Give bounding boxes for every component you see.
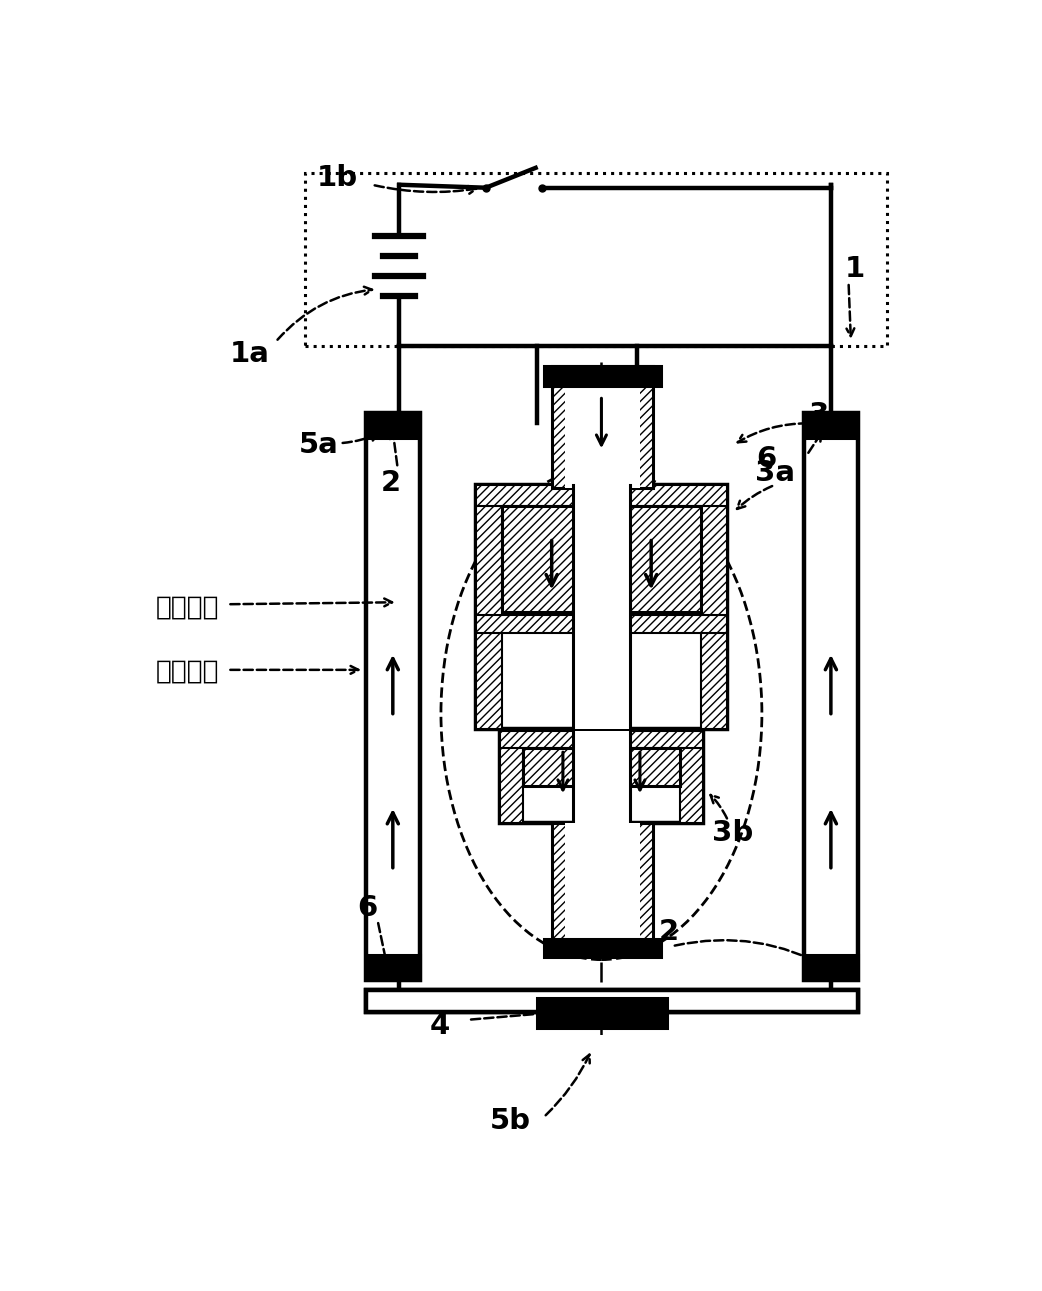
Bar bbox=[803, 413, 859, 438]
Bar bbox=[500, 732, 702, 822]
Bar bbox=[476, 616, 726, 633]
Text: 4: 4 bbox=[429, 1012, 449, 1039]
Bar bbox=[523, 749, 680, 786]
Bar bbox=[544, 940, 661, 957]
Bar bbox=[476, 485, 726, 506]
Bar bbox=[565, 822, 640, 955]
Text: 6: 6 bbox=[756, 445, 777, 473]
Bar bbox=[813, 413, 848, 980]
Bar bbox=[366, 990, 859, 1012]
Bar bbox=[500, 732, 702, 749]
Text: 1b: 1b bbox=[317, 164, 358, 192]
Bar bbox=[544, 365, 661, 386]
Bar bbox=[680, 732, 702, 822]
Bar bbox=[538, 998, 667, 1028]
Bar bbox=[551, 822, 652, 955]
Text: 2: 2 bbox=[381, 469, 401, 497]
Text: 3: 3 bbox=[809, 402, 829, 430]
Text: 5a: 5a bbox=[299, 431, 339, 460]
Bar bbox=[305, 173, 887, 346]
Bar bbox=[366, 413, 420, 438]
Bar bbox=[366, 955, 420, 980]
Text: 1a: 1a bbox=[229, 340, 269, 368]
Bar bbox=[500, 732, 523, 822]
Text: 1: 1 bbox=[845, 256, 865, 283]
Bar bbox=[476, 485, 502, 729]
Bar bbox=[375, 413, 411, 980]
Text: 2: 2 bbox=[659, 918, 679, 946]
Text: 6: 6 bbox=[357, 895, 377, 923]
Text: 电流方向: 电流方向 bbox=[155, 658, 219, 684]
Text: 3a: 3a bbox=[754, 460, 795, 487]
Bar bbox=[476, 485, 726, 729]
Bar bbox=[551, 365, 652, 488]
Text: 膨形形状: 膨形形状 bbox=[155, 594, 219, 620]
Bar bbox=[803, 955, 859, 980]
Text: 5b: 5b bbox=[490, 1108, 530, 1135]
Bar bbox=[803, 413, 859, 980]
Bar bbox=[366, 413, 420, 980]
Bar bbox=[366, 990, 859, 1012]
Bar bbox=[701, 485, 726, 729]
Bar bbox=[502, 506, 701, 612]
Bar bbox=[565, 365, 640, 488]
Bar bbox=[572, 485, 630, 729]
Bar bbox=[572, 732, 630, 822]
Text: 3b: 3b bbox=[713, 818, 753, 847]
